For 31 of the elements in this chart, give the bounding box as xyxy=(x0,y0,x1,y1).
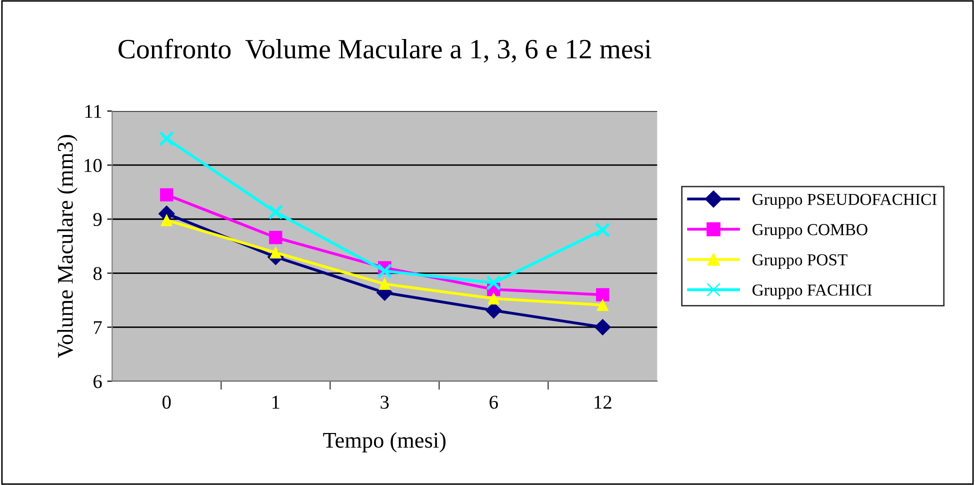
x-tick-label: 6 xyxy=(490,396,498,409)
point xyxy=(160,214,173,226)
y-tick-label: 6 xyxy=(94,375,102,388)
legend-label: Gruppo COMBO xyxy=(752,224,868,239)
y-tick-label: 7 xyxy=(94,321,102,334)
legend-label: Gruppo FACHICI xyxy=(752,284,872,300)
point xyxy=(378,278,391,290)
point xyxy=(269,230,282,244)
x-tick-label: 0 xyxy=(162,396,171,409)
x-axis-title: Tempo (mesi) xyxy=(323,432,446,452)
x-tick-label: 12 xyxy=(594,396,612,409)
y-tick-label: 11 xyxy=(85,104,102,118)
x-tick-label: 3 xyxy=(380,396,389,409)
point xyxy=(160,188,174,202)
point xyxy=(596,299,609,311)
legend-label: Gruppo POST xyxy=(752,254,848,269)
point xyxy=(595,222,610,238)
point xyxy=(594,318,611,336)
point xyxy=(596,288,610,302)
chart-title: Confronto Volume Maculare a 1, 3, 6 e 12 mesi xyxy=(118,38,652,63)
y-tick-label: 8 xyxy=(93,266,102,280)
point xyxy=(488,292,500,304)
point xyxy=(376,263,392,279)
legend-label: Gruppo PSEUDOFACHICI xyxy=(752,194,937,208)
y-tick-label: 10 xyxy=(84,158,102,172)
point xyxy=(486,275,502,291)
y-axis-title: Volume Maculare (mm3) xyxy=(57,135,78,358)
y-tick-label: 9 xyxy=(93,212,102,226)
point xyxy=(268,204,284,220)
point xyxy=(158,130,174,146)
x-tick-label: 1 xyxy=(272,396,280,409)
